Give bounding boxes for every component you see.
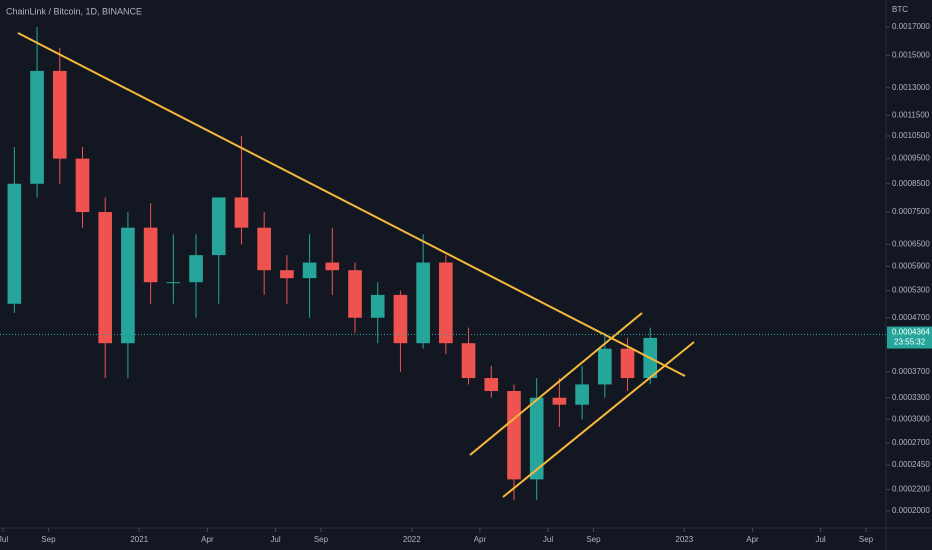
x-tick-label: 2023 [675, 535, 693, 544]
x-tick-label: Sep [314, 535, 329, 544]
candle-body [302, 262, 317, 279]
x-tick-label: Sep [586, 535, 601, 544]
channel-lower [502, 341, 695, 498]
y-tick-label: 0.0007500 [892, 207, 930, 216]
y-tick-label: 0.0013000 [892, 83, 930, 92]
last-price-box [887, 326, 932, 349]
y-tick-label: 0.0003700 [892, 367, 930, 376]
candle-body [98, 212, 113, 344]
y-tick-label: 0.0004700 [892, 313, 930, 322]
y-tick-label: 0.0017000 [892, 22, 930, 31]
x-tick-label: Apr [746, 535, 759, 544]
x-tick-label: Jul [270, 535, 280, 544]
y-tick-label: 0.0003000 [892, 414, 930, 423]
candle-body [143, 227, 158, 283]
y-tick-label: 0.0002450 [892, 460, 930, 469]
candle-body [257, 227, 271, 271]
candle-body [280, 270, 294, 279]
candle-body [121, 227, 135, 344]
x-tick-label: Apr [474, 535, 487, 544]
x-tick-label: Jul [815, 535, 825, 544]
candle-body [234, 197, 249, 228]
candle-body [393, 294, 408, 344]
x-tick-label: 2022 [403, 535, 421, 544]
y-tick-label: 0.0008500 [892, 179, 930, 188]
candle-body [189, 255, 203, 283]
candle-body [529, 397, 544, 480]
y-tick-label: 0.0002000 [892, 506, 930, 515]
candle-body [166, 282, 181, 284]
candle-body [52, 70, 67, 159]
x-tick-label: Sep [859, 535, 874, 544]
countdown: 23:55:32 [894, 338, 926, 347]
last-price-label: 0.0004364 [892, 328, 930, 337]
candle-body [75, 158, 90, 213]
candle-body [439, 262, 453, 344]
y-tick-label: 0.0003300 [892, 393, 930, 402]
channel-upper [469, 312, 643, 456]
candle-body [620, 348, 635, 379]
candle-body [30, 70, 44, 184]
y-tick-label: 0.0015000 [892, 50, 930, 59]
x-tick-label: Apr [201, 535, 214, 544]
candle-body [348, 270, 362, 318]
candle-body [370, 294, 385, 318]
x-tick-label: Sep [41, 535, 56, 544]
chart-title: ChainLink / Bitcoin, 1D, BINANCE [6, 6, 142, 16]
y-tick-label: 0.0006500 [892, 240, 930, 249]
x-tick-label: Jul [0, 535, 8, 544]
candle-body [211, 197, 226, 256]
trend-line [17, 32, 686, 377]
candle-body [461, 343, 476, 379]
x-tick-label: 2021 [130, 535, 148, 544]
y-tick-label: 0.0011500 [892, 111, 930, 120]
candle-body [484, 378, 499, 391]
x-tick-label: Jul [543, 535, 553, 544]
candle-body [552, 397, 567, 405]
y-tick-label: 0.0002700 [892, 438, 930, 447]
candle-body [507, 390, 521, 480]
price-unit: BTC [892, 5, 908, 14]
y-tick-label: 0.0002200 [892, 485, 930, 494]
y-tick-label: 0.0010500 [892, 131, 930, 140]
candle-body [325, 262, 340, 271]
candle-body [416, 262, 430, 344]
y-tick-label: 0.0005300 [892, 286, 930, 295]
candle-body [7, 183, 22, 304]
y-tick-label: 0.0009500 [892, 154, 930, 163]
y-tick-label: 0.0005900 [892, 261, 930, 270]
candle-body [598, 348, 612, 385]
candle-body [575, 384, 589, 405]
